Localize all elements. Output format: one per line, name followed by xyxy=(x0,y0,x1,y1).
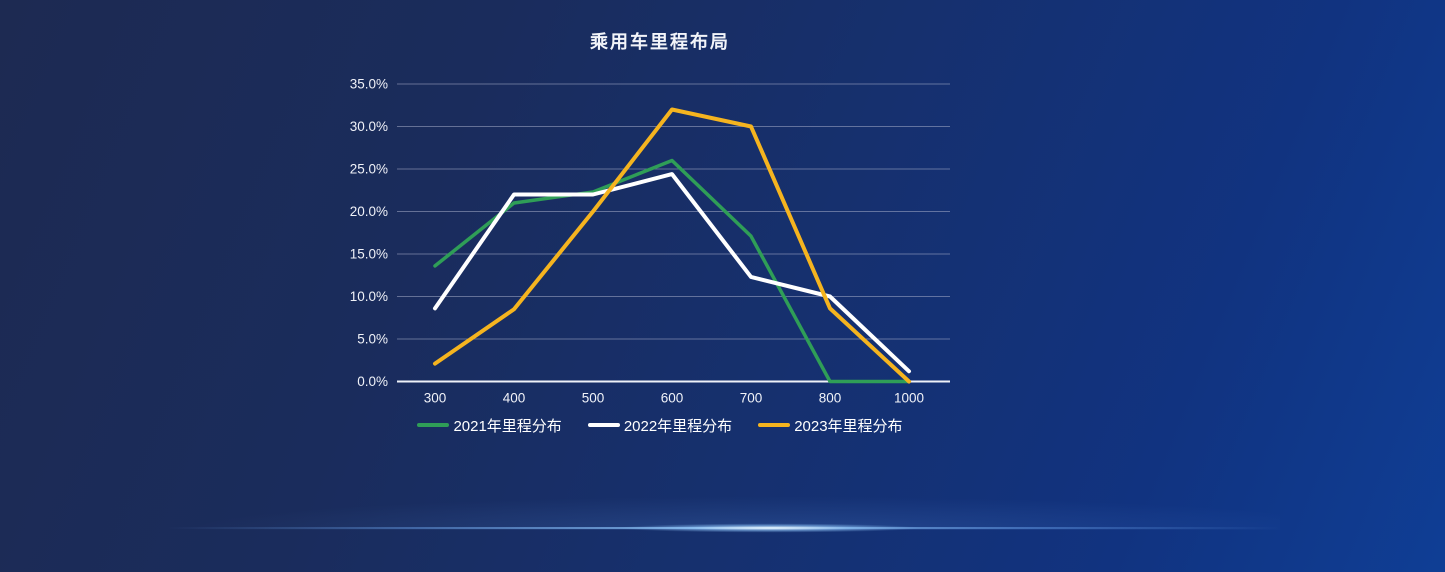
series-line-2021年里程分布 xyxy=(433,158,911,384)
x-tick-label: 600 xyxy=(661,391,684,406)
x-tick-label: 400 xyxy=(503,391,526,406)
legend-label: 2022年里程分布 xyxy=(623,417,733,435)
legend-line-marker xyxy=(758,423,791,427)
x-tick-label: 800 xyxy=(819,391,842,406)
legend-item-2023年里程分布[interactable]: 2023年里程分布 xyxy=(758,415,903,436)
legend-item-2022年里程分布[interactable]: 2022年里程分布 xyxy=(587,415,733,436)
x-tick-label: 300 xyxy=(424,391,447,406)
legend-line-marker xyxy=(417,423,450,427)
chart-title: 乘用车里程布局 xyxy=(590,32,730,52)
legend-label: 2021年里程分布 xyxy=(453,417,562,435)
y-tick-label: 0.0% xyxy=(357,374,388,389)
x-tick-label: 700 xyxy=(740,391,763,406)
series-line-2023年里程分布 xyxy=(433,107,911,384)
legend-item-2021年里程分布[interactable]: 2021年里程分布 xyxy=(417,415,562,436)
x-tick-label: 500 xyxy=(582,391,605,406)
y-tick-label: 20.0% xyxy=(350,204,388,219)
y-tick-label: 10.0% xyxy=(350,289,388,304)
y-tick-label: 35.0% xyxy=(350,77,388,92)
glow-divider-bright-spot xyxy=(570,522,970,534)
chart-legend: 2021年里程分布 2022年里程分布 2023年里程分布 xyxy=(380,415,940,435)
series-line-2022年里程分布 xyxy=(433,172,911,374)
y-tick-label: 25.0% xyxy=(350,162,388,177)
y-tick-label: 30.0% xyxy=(350,119,388,134)
y-tick-label: 5.0% xyxy=(357,332,388,347)
y-tick-label: 15.0% xyxy=(350,247,388,262)
legend-label: 2023年里程分布 xyxy=(794,417,903,435)
legend-line-marker xyxy=(587,423,620,427)
x-tick-label: 1000 xyxy=(894,391,924,406)
